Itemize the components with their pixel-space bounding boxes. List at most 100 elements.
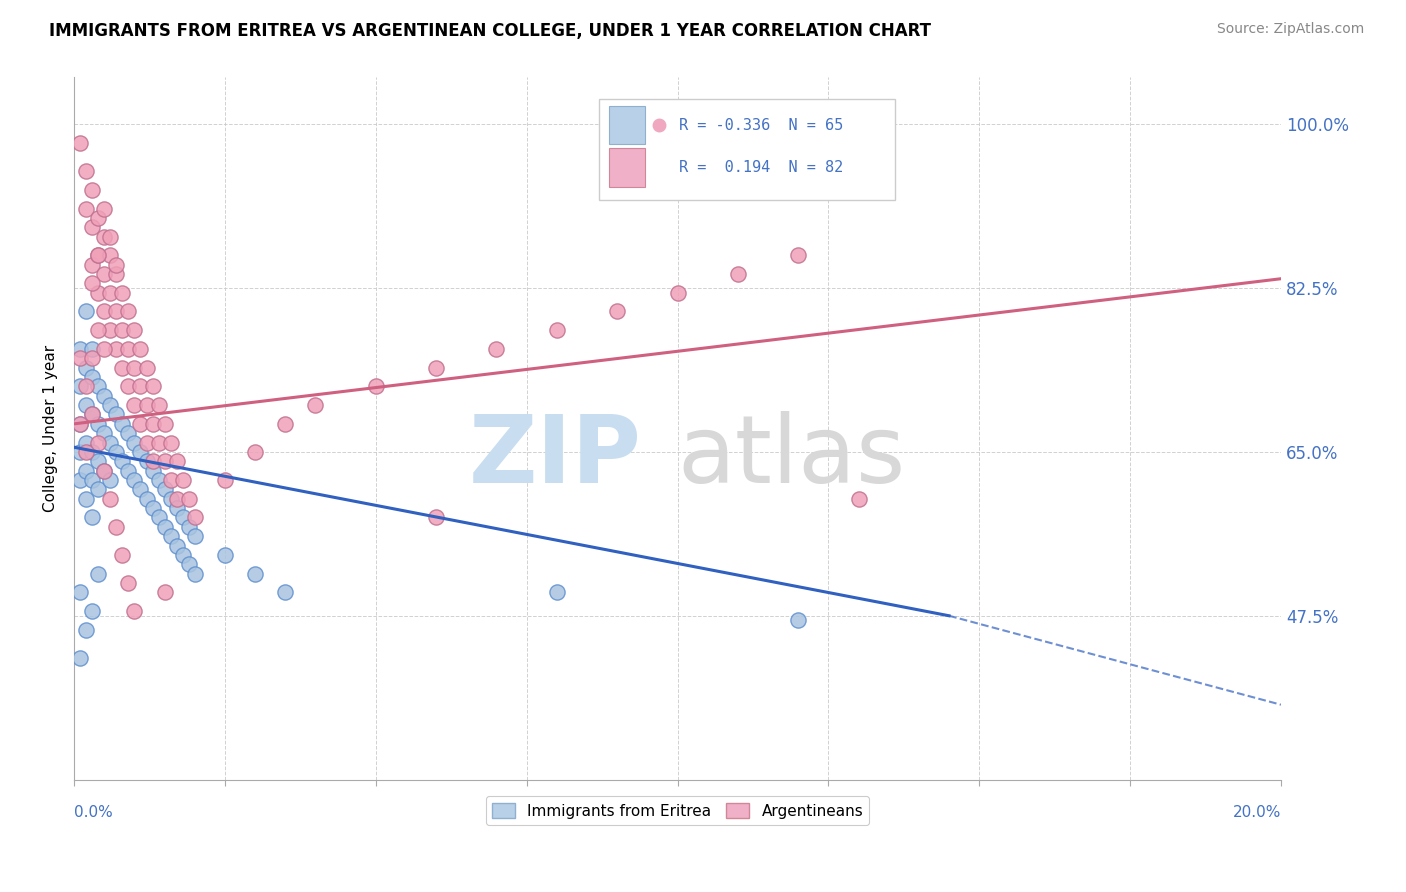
Point	[141, 417, 163, 431]
Point	[75, 445, 97, 459]
Point	[82, 183, 104, 197]
Point	[214, 548, 236, 562]
Point	[105, 267, 128, 281]
Point	[546, 323, 568, 337]
Point	[69, 417, 91, 431]
Point	[69, 651, 91, 665]
Bar	[609, 148, 645, 186]
Point	[75, 398, 97, 412]
Point	[117, 304, 139, 318]
Point	[159, 473, 181, 487]
Point	[787, 614, 810, 628]
Point	[159, 491, 181, 506]
Point	[666, 285, 689, 300]
Point	[243, 445, 266, 459]
Point	[172, 548, 194, 562]
Point	[166, 454, 188, 468]
Legend: Immigrants from Eritrea, Argentineans: Immigrants from Eritrea, Argentineans	[485, 797, 869, 824]
Point	[87, 248, 110, 262]
Point	[177, 558, 200, 572]
Point	[129, 417, 152, 431]
Point	[172, 510, 194, 524]
Point	[111, 454, 134, 468]
Point	[98, 435, 121, 450]
Point	[87, 323, 110, 337]
Point	[848, 491, 870, 506]
Point	[243, 566, 266, 581]
Point	[105, 408, 128, 422]
Point	[166, 501, 188, 516]
Point	[69, 417, 91, 431]
Point	[172, 473, 194, 487]
Point	[87, 454, 110, 468]
Point	[75, 379, 97, 393]
Point	[117, 464, 139, 478]
Point	[111, 548, 134, 562]
FancyBboxPatch shape	[599, 98, 894, 201]
Point	[135, 398, 157, 412]
Point	[159, 529, 181, 543]
Point	[124, 604, 146, 618]
Point	[274, 585, 297, 599]
Point	[98, 248, 121, 262]
Point	[69, 473, 91, 487]
Point	[105, 520, 128, 534]
Point	[82, 408, 104, 422]
Point	[153, 417, 176, 431]
Point	[87, 248, 110, 262]
Point	[93, 464, 115, 478]
Point	[98, 229, 121, 244]
Text: Source: ZipAtlas.com: Source: ZipAtlas.com	[1216, 22, 1364, 37]
Point	[105, 304, 128, 318]
Point	[75, 164, 97, 178]
Point	[93, 426, 115, 441]
Point	[111, 323, 134, 337]
Point	[153, 454, 176, 468]
Point	[177, 491, 200, 506]
Point	[148, 473, 170, 487]
Point	[135, 360, 157, 375]
Point	[166, 539, 188, 553]
Text: 0.0%: 0.0%	[75, 805, 112, 820]
Text: IMMIGRANTS FROM ERITREA VS ARGENTINEAN COLLEGE, UNDER 1 YEAR CORRELATION CHART: IMMIGRANTS FROM ERITREA VS ARGENTINEAN C…	[49, 22, 931, 40]
Text: R = -0.336  N = 65: R = -0.336 N = 65	[679, 118, 844, 133]
Point	[124, 398, 146, 412]
Point	[425, 510, 447, 524]
Point	[546, 585, 568, 599]
Point	[82, 510, 104, 524]
Point	[82, 408, 104, 422]
Point	[124, 360, 146, 375]
Point	[274, 417, 297, 431]
Point	[787, 248, 810, 262]
Point	[117, 576, 139, 591]
Point	[117, 342, 139, 356]
Point	[129, 342, 152, 356]
Point	[93, 464, 115, 478]
Point	[98, 323, 121, 337]
Point	[82, 445, 104, 459]
Point	[184, 510, 207, 524]
Point	[87, 483, 110, 497]
Point	[69, 379, 91, 393]
Point	[82, 220, 104, 235]
Point	[166, 491, 188, 506]
Point	[141, 379, 163, 393]
Point	[727, 267, 749, 281]
Point	[75, 491, 97, 506]
Point	[485, 342, 508, 356]
Point	[82, 473, 104, 487]
Point	[105, 445, 128, 459]
Point	[87, 435, 110, 450]
Point	[141, 464, 163, 478]
Point	[87, 417, 110, 431]
Point	[69, 445, 91, 459]
Point	[141, 454, 163, 468]
Point	[304, 398, 326, 412]
Point	[93, 342, 115, 356]
Point	[82, 370, 104, 384]
Point	[135, 435, 157, 450]
Point	[425, 360, 447, 375]
Point	[87, 566, 110, 581]
Point	[184, 529, 207, 543]
Text: R =  0.194  N = 82: R = 0.194 N = 82	[679, 160, 844, 175]
